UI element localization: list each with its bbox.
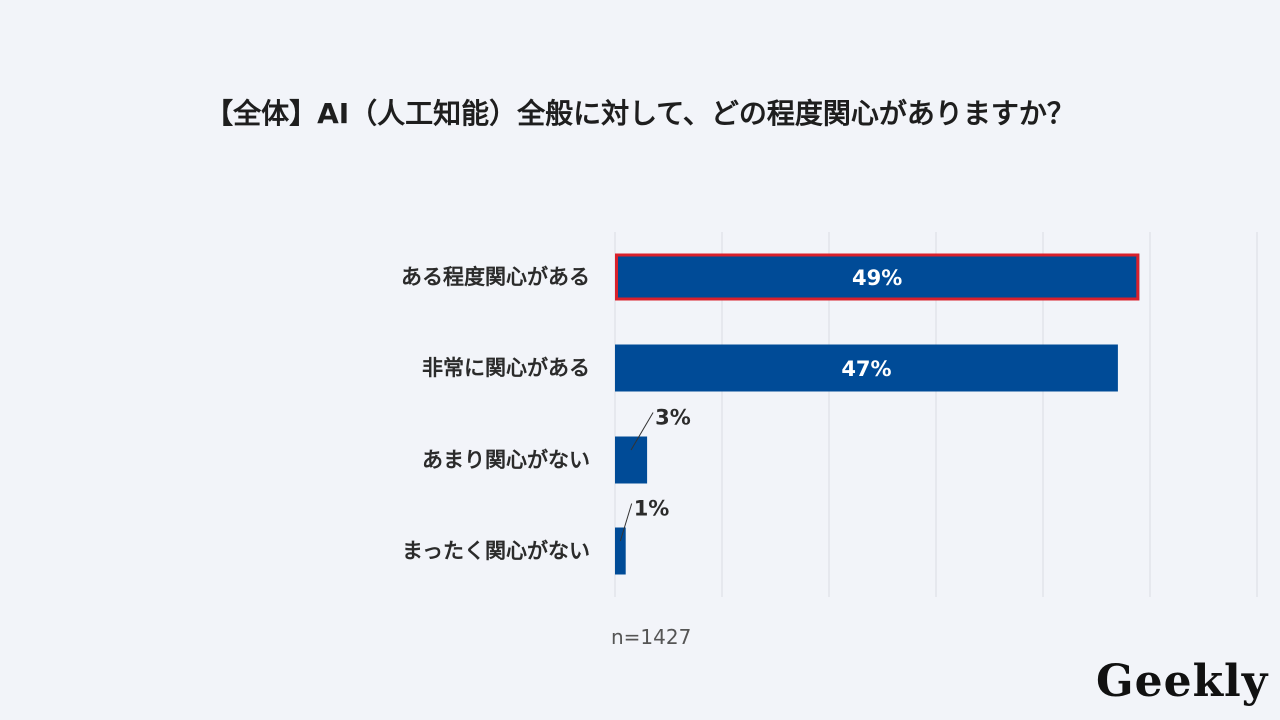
leader-line <box>630 412 654 451</box>
value-label: 49% <box>852 266 902 290</box>
category-label: ある程度関心がある <box>401 265 590 289</box>
value-label: 3% <box>655 406 691 430</box>
category-label: あまり関心がない <box>422 448 590 472</box>
sample-size: n=1427 <box>611 625 692 649</box>
bar <box>615 344 1118 392</box>
bar <box>615 527 626 575</box>
bars: ある程度関心がある 49% 非常に関心がある 47% あまり関心がない 3% まったく関心が… <box>401 253 1140 575</box>
leader-line <box>619 503 633 542</box>
category-label: まったく関心がない <box>402 539 590 563</box>
value-label: 47% <box>841 357 891 381</box>
category-label: 非常に関心がある <box>422 356 590 380</box>
highlight-border <box>615 253 1140 301</box>
value-label: 1% <box>634 497 670 521</box>
bar <box>615 436 648 484</box>
geekly-logo: Geekly <box>1096 656 1269 707</box>
bar <box>615 253 1140 301</box>
chart-title: 【全体】AI（人工知能）全般に対して、どの程度関心がありますか？ <box>205 97 1075 130</box>
